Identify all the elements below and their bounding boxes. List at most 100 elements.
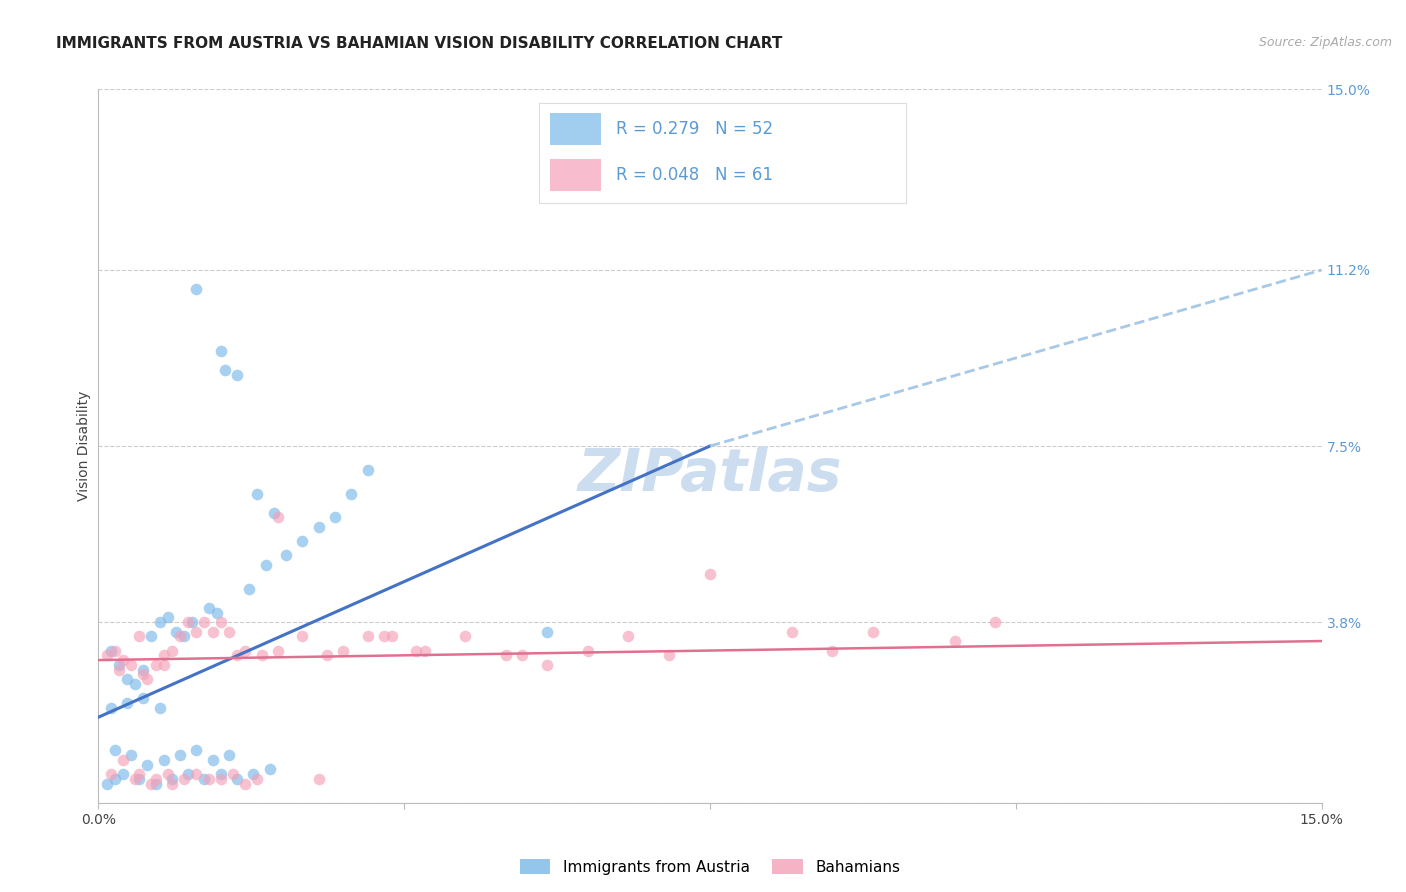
Point: [238, 582, 260, 596]
Point: [128, 767, 150, 781]
Point: [177, 767, 200, 781]
Point: [274, 549, 297, 563]
Point: [332, 643, 354, 657]
Point: [152, 648, 174, 663]
Point: [512, 648, 534, 663]
Point: [984, 615, 1007, 629]
Point: [209, 767, 232, 781]
Point: [209, 772, 232, 786]
Point: [160, 643, 183, 657]
Point: [156, 767, 179, 781]
Point: [115, 672, 138, 686]
Point: [454, 629, 477, 643]
Point: [108, 657, 131, 672]
Point: [115, 696, 138, 710]
Point: [658, 648, 681, 663]
Point: [323, 510, 346, 524]
Point: [141, 777, 163, 791]
Point: [405, 643, 427, 657]
Point: [495, 648, 517, 663]
Point: [111, 753, 134, 767]
Point: [254, 558, 277, 572]
Point: [132, 667, 155, 681]
Point: [169, 629, 191, 643]
Point: [381, 629, 404, 643]
Text: Source: ZipAtlas.com: Source: ZipAtlas.com: [1258, 36, 1392, 49]
Point: [308, 520, 330, 534]
Point: [340, 486, 363, 500]
Point: [173, 629, 195, 643]
Point: [226, 772, 249, 786]
Point: [226, 368, 249, 382]
Point: [100, 700, 122, 714]
Point: [226, 648, 249, 663]
Point: [356, 463, 378, 477]
Point: [96, 648, 118, 663]
Point: [242, 767, 264, 781]
Point: [356, 629, 378, 643]
Point: [104, 643, 127, 657]
Point: [699, 567, 721, 582]
Point: [205, 606, 228, 620]
Point: [100, 643, 122, 657]
Point: [111, 767, 134, 781]
Point: [308, 772, 330, 786]
Point: [145, 772, 167, 786]
Point: [96, 777, 118, 791]
Point: [149, 700, 172, 714]
Point: [145, 657, 167, 672]
Point: [222, 767, 245, 781]
Point: [181, 615, 204, 629]
Text: IMMIGRANTS FROM AUSTRIA VS BAHAMIAN VISION DISABILITY CORRELATION CHART: IMMIGRANTS FROM AUSTRIA VS BAHAMIAN VISI…: [56, 36, 783, 51]
Point: [413, 643, 436, 657]
Point: [186, 767, 208, 781]
Point: [214, 363, 236, 377]
Point: [128, 629, 150, 643]
Point: [201, 624, 224, 639]
Y-axis label: Vision Disability: Vision Disability: [77, 391, 91, 501]
Point: [246, 486, 269, 500]
Point: [536, 657, 558, 672]
Point: [104, 743, 127, 757]
Point: [536, 624, 558, 639]
Point: [267, 643, 290, 657]
Point: [263, 506, 285, 520]
Point: [209, 615, 232, 629]
Point: [197, 772, 219, 786]
Point: [943, 634, 966, 648]
Point: [108, 663, 131, 677]
Point: [250, 648, 273, 663]
Point: [218, 748, 240, 763]
Point: [821, 643, 844, 657]
Point: [128, 772, 150, 786]
Point: [576, 643, 599, 657]
Point: [120, 657, 142, 672]
Point: [246, 772, 269, 786]
Point: [186, 743, 208, 757]
Point: [104, 772, 127, 786]
Point: [780, 624, 803, 639]
Point: [152, 657, 174, 672]
Point: [259, 763, 281, 777]
Point: [186, 624, 208, 639]
Point: [862, 624, 884, 639]
Point: [267, 510, 290, 524]
Point: [165, 624, 187, 639]
Point: [218, 624, 240, 639]
Point: [132, 663, 155, 677]
Point: [291, 534, 314, 549]
Point: [124, 772, 146, 786]
Point: [145, 777, 167, 791]
Point: [373, 629, 395, 643]
Point: [156, 610, 179, 624]
Point: [193, 772, 215, 786]
Point: [315, 648, 337, 663]
Point: [160, 772, 183, 786]
Point: [160, 777, 183, 791]
Point: [111, 653, 134, 667]
Point: [132, 691, 155, 706]
Text: ZIPatlas: ZIPatlas: [578, 446, 842, 503]
Point: [193, 615, 215, 629]
Point: [136, 672, 159, 686]
Point: [177, 615, 200, 629]
